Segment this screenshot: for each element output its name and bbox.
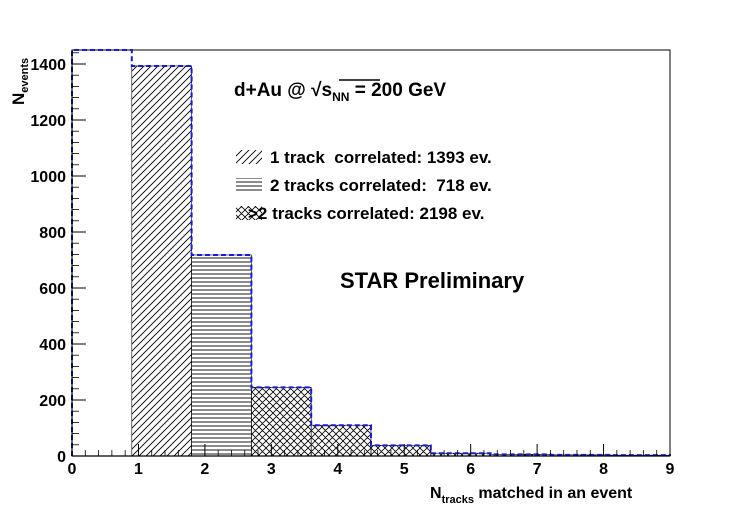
x-axis-label-sub: tracks xyxy=(442,494,474,506)
bar-series1-bin1 xyxy=(131,65,192,457)
legend-entry-1: 1 track correlated: 1393 ev. xyxy=(270,148,492,167)
x-tick-label-3: 3 xyxy=(267,461,276,478)
y-tick-label-200: 200 xyxy=(39,393,66,410)
legend-entry-2: 2 tracks correlated: 718 ev. xyxy=(270,176,492,195)
y-tick-label-400: 400 xyxy=(39,337,66,354)
bar-series3-bin4 xyxy=(310,424,372,457)
legend-swatch-1 xyxy=(236,150,262,164)
x-tick-label-1: 1 xyxy=(134,461,143,478)
x-axis: 0 1 2 3 4 5 6 7 8 9 xyxy=(68,444,675,478)
x-tick-label-7: 7 xyxy=(533,461,542,478)
x-tick-label-8: 8 xyxy=(599,461,608,478)
legend-swatch-2 xyxy=(236,178,262,192)
x-axis-label-main: N xyxy=(430,485,442,502)
y-axis: 0 200 400 600 800 1000 1200 1400 xyxy=(30,52,86,466)
legend-entry-3: >2 tracks correlated: 2198 ev. xyxy=(248,204,484,223)
total-outline xyxy=(71,49,671,457)
chart-title-main: d+Au @ √s xyxy=(234,80,332,101)
bar-series2-bin2 xyxy=(191,254,252,457)
chart-title: d+Au @ √sNN = 200 GeV xyxy=(234,80,446,104)
chart-title-sub: NN xyxy=(332,90,349,104)
legend-swatch-3 xyxy=(236,206,262,220)
y-tick-label-1200: 1200 xyxy=(30,113,66,130)
legend: 1 track correlated: 1393 ev. 2 tracks co… xyxy=(236,148,492,223)
y-axis-label: Nevents xyxy=(9,58,31,105)
x-tick-label-9: 9 xyxy=(666,461,675,478)
star-preliminary-watermark: STAR Preliminary xyxy=(340,268,525,293)
bars-group xyxy=(131,65,671,457)
x-tick-label-6: 6 xyxy=(466,461,475,478)
x-tick-label-4: 4 xyxy=(333,461,342,478)
y-axis-label-sub: events xyxy=(19,58,31,93)
bar-series3-bin5 xyxy=(370,445,432,457)
y-tick-label-1000: 1000 xyxy=(30,169,66,186)
x-tick-label-5: 5 xyxy=(400,461,409,478)
y-tick-label-800: 800 xyxy=(39,225,66,242)
y-axis-label-main: N xyxy=(9,93,28,105)
y-tick-label-0: 0 xyxy=(57,449,66,466)
x-tick-label-2: 2 xyxy=(200,461,209,478)
chart-title-tail: = 200 GeV xyxy=(349,80,446,101)
bar-series3-bin3 xyxy=(251,387,312,457)
y-tick-label-600: 600 xyxy=(39,281,66,298)
y-tick-label-1400: 1400 xyxy=(30,57,66,74)
x-axis-label: Ntracks matched in an event xyxy=(430,485,633,506)
x-tick-label-0: 0 xyxy=(68,461,77,478)
x-axis-label-tail: matched in an event xyxy=(474,485,633,502)
